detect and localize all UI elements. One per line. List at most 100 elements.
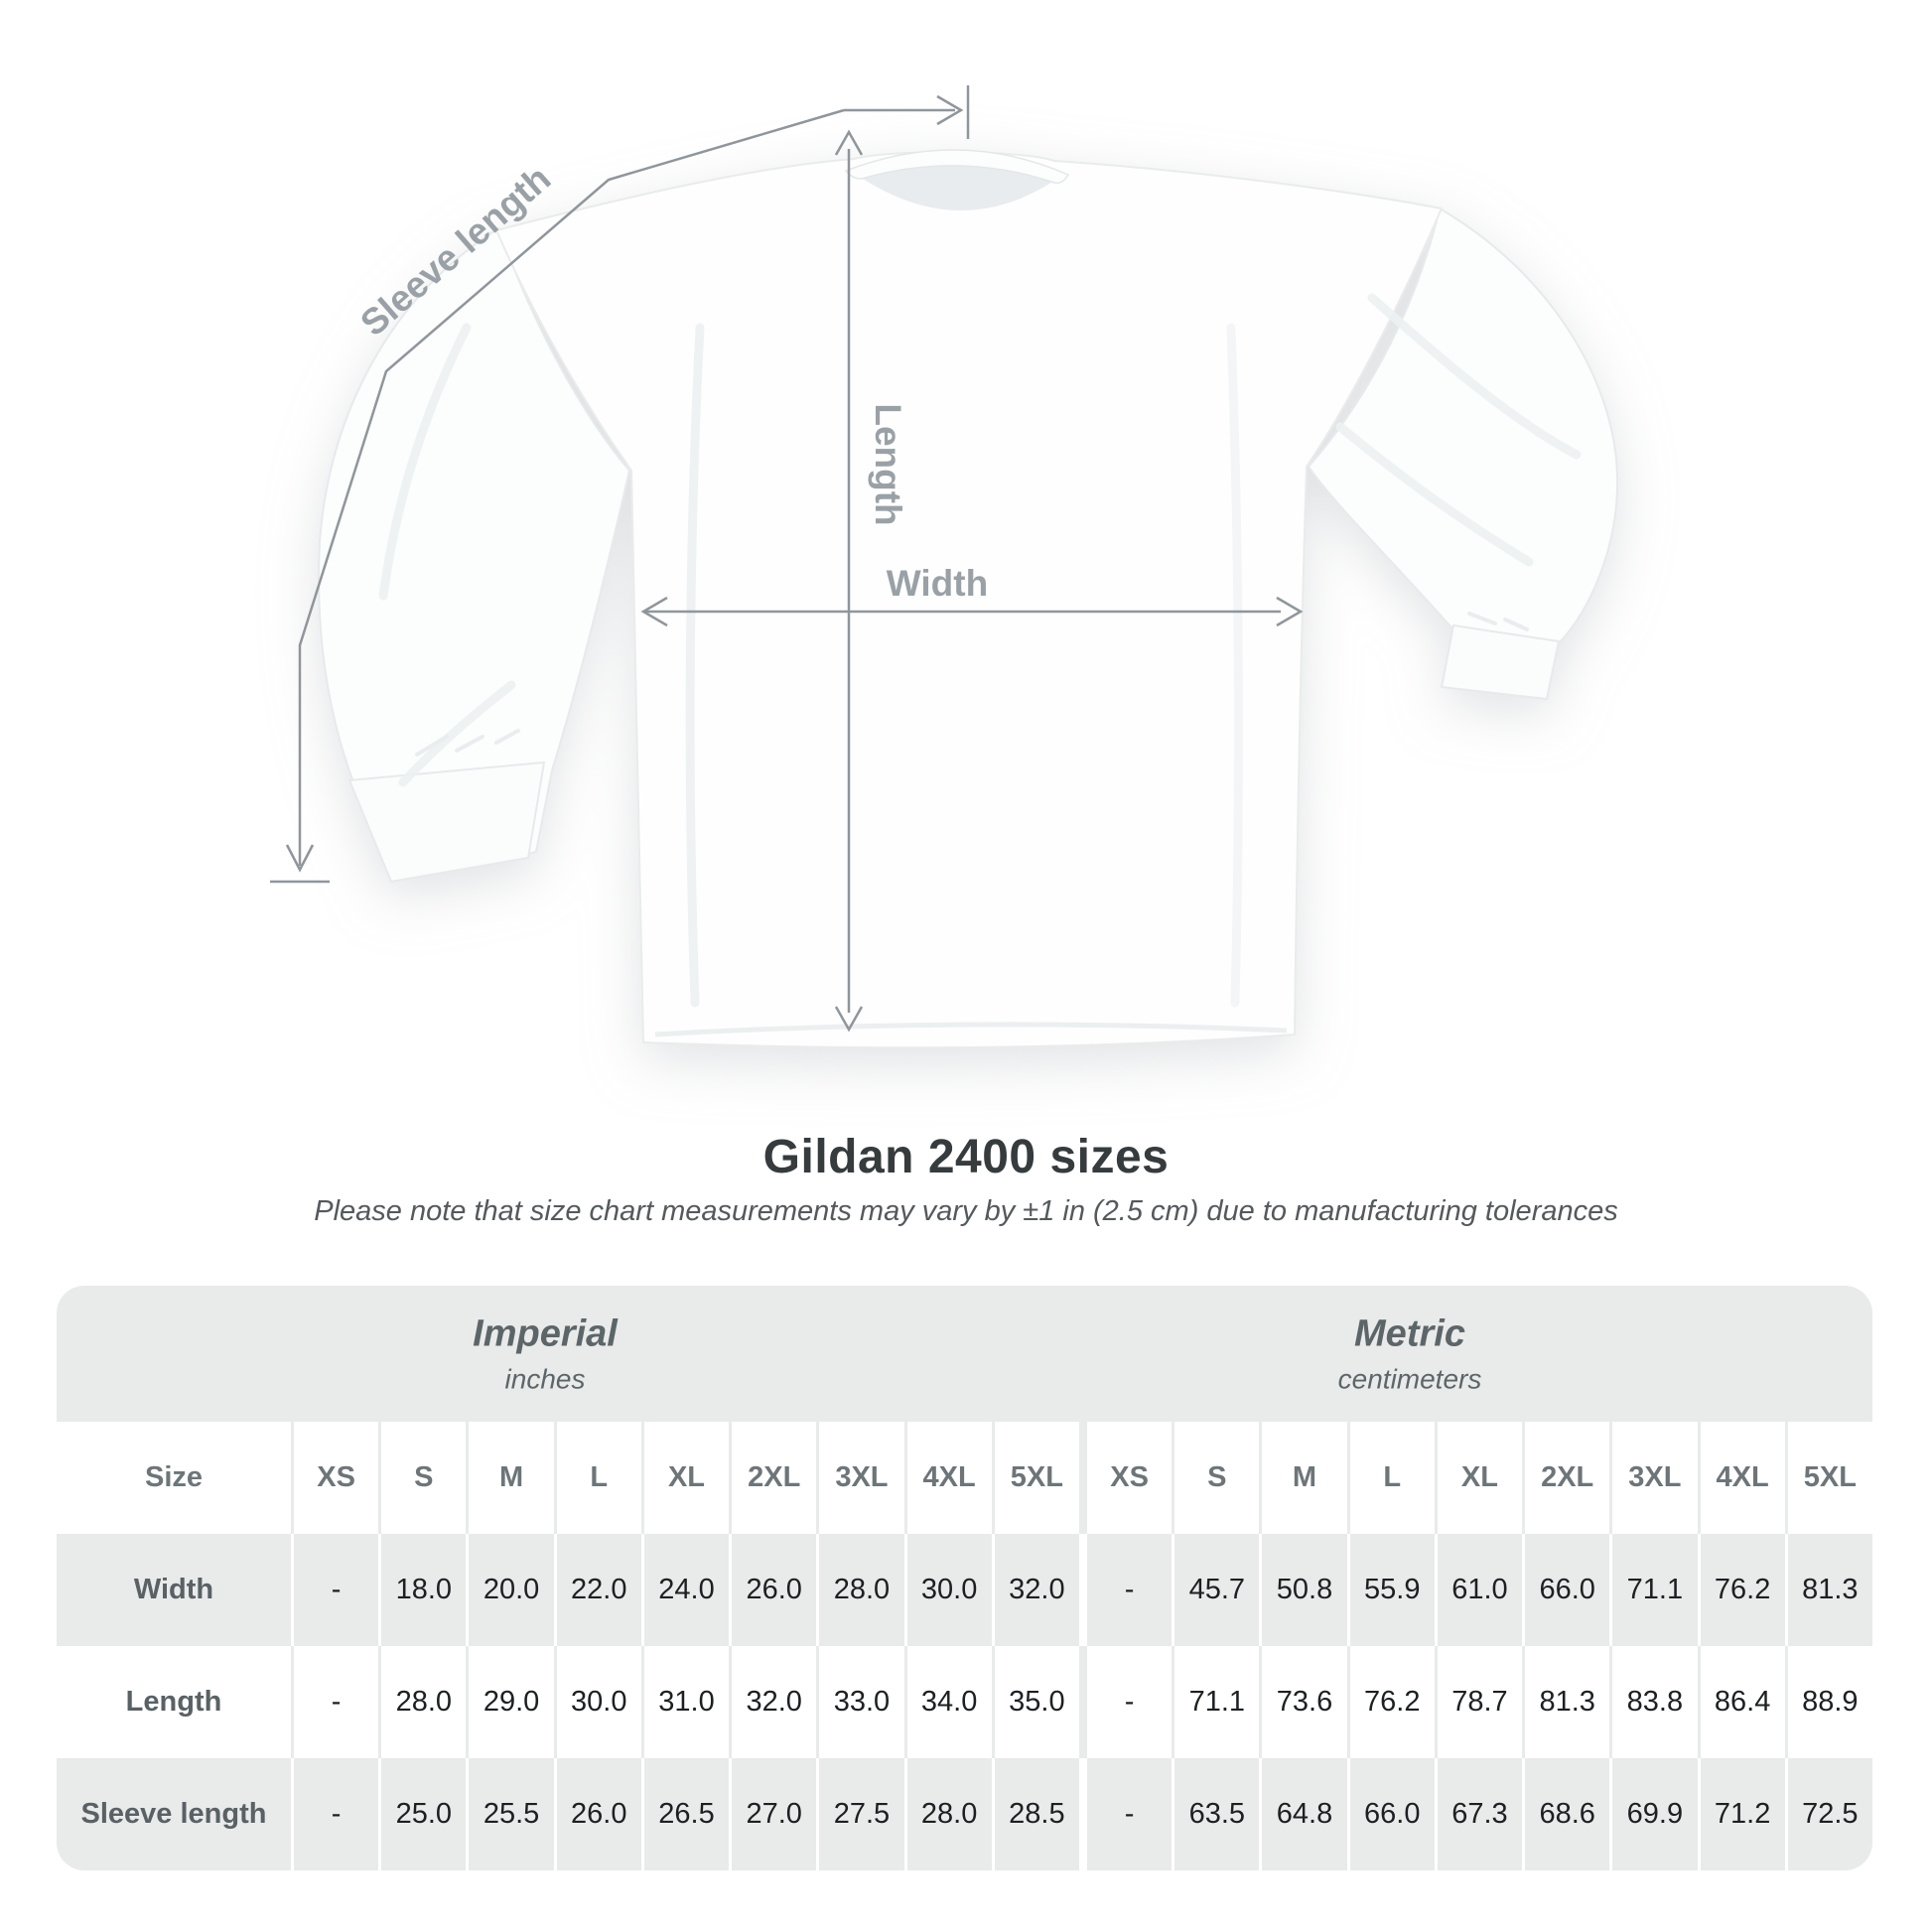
value-cell: - xyxy=(291,1534,378,1646)
column-header-imperial-2xl: 2XL xyxy=(729,1422,816,1534)
value-cell: 71.1 xyxy=(1609,1534,1697,1646)
column-header-imperial-3xl: 3XL xyxy=(816,1422,903,1534)
value-cell: - xyxy=(1078,1534,1172,1646)
metric-unit: centimeters xyxy=(1337,1363,1482,1394)
measurement-lines xyxy=(270,85,1304,1033)
value-cell: 30.0 xyxy=(903,1534,992,1646)
value-cell: 25.5 xyxy=(466,1758,553,1870)
value-cell: 76.2 xyxy=(1346,1646,1435,1758)
width-label: Width xyxy=(887,563,988,604)
value-cell: 28.0 xyxy=(903,1758,992,1870)
value-cell: 34.0 xyxy=(903,1646,992,1758)
value-cell: 73.6 xyxy=(1259,1646,1346,1758)
shirt-collar xyxy=(844,149,1070,185)
value-cell: 69.9 xyxy=(1609,1758,1697,1870)
shirt-neck-opening xyxy=(860,162,1054,211)
value-cell: 26.5 xyxy=(640,1758,729,1870)
imperial-title: Imperial xyxy=(473,1312,618,1354)
value-cell: 22.0 xyxy=(553,1534,641,1646)
value-cell: 28.0 xyxy=(378,1646,466,1758)
value-cell: - xyxy=(1078,1646,1172,1758)
value-cell: 68.6 xyxy=(1522,1758,1609,1870)
value-cell: 55.9 xyxy=(1346,1534,1435,1646)
row-label: Length xyxy=(125,1686,222,1718)
value-cell: 63.5 xyxy=(1172,1758,1259,1870)
value-cell: 25.0 xyxy=(378,1758,466,1870)
value-cell: 50.8 xyxy=(1259,1534,1346,1646)
value-cell: 29.0 xyxy=(466,1646,553,1758)
metric-title: Metric xyxy=(1354,1312,1465,1354)
column-header-imperial-s: S xyxy=(378,1422,466,1534)
column-header-imperial-xs: XS xyxy=(291,1422,378,1534)
value-cell: 27.0 xyxy=(729,1758,816,1870)
value-cell: 35.0 xyxy=(991,1646,1079,1758)
value-cell: 28.0 xyxy=(816,1534,903,1646)
column-header-metric-s: S xyxy=(1172,1422,1259,1534)
shirt-left-cuff xyxy=(347,760,546,884)
table-row-sleeve-length: Sleeve length -25.0 25.5 26.0 26.5 27.0 27.5 28… xyxy=(57,1758,1872,1870)
shirt-measurement-diagram: Sleeve length Length Width xyxy=(270,85,1619,1049)
shirt-illustration xyxy=(318,149,1619,1049)
table-row-width: Width -18.0 20.0 22.0 24.0 26.0 28.0 30.0 32.0-4… xyxy=(57,1534,1872,1646)
value-cell: 28.5 xyxy=(991,1758,1079,1870)
column-header-metric-xl: XL xyxy=(1434,1422,1522,1534)
value-cell: 24.0 xyxy=(640,1534,729,1646)
column-header-imperial-xl: XL xyxy=(640,1422,729,1534)
shirt-right-cuff xyxy=(1440,623,1561,701)
row-label: Sleeve length xyxy=(80,1798,267,1830)
value-cell: 33.0 xyxy=(816,1646,903,1758)
value-cell: 30.0 xyxy=(553,1646,641,1758)
value-cell: 45.7 xyxy=(1172,1534,1259,1646)
value-cell: 32.0 xyxy=(729,1646,816,1758)
value-cell: 26.0 xyxy=(729,1534,816,1646)
value-cell: - xyxy=(291,1758,378,1870)
value-cell: 83.8 xyxy=(1609,1646,1697,1758)
column-header-metric-l: L xyxy=(1346,1422,1435,1534)
column-header-metric-4xl: 4XL xyxy=(1697,1422,1785,1534)
value-cell: 88.9 xyxy=(1784,1646,1872,1758)
column-header-imperial-4xl: 4XL xyxy=(903,1422,992,1534)
metric-header: Metric centimeters xyxy=(1338,1312,1482,1395)
value-cell: 81.3 xyxy=(1784,1534,1872,1646)
length-line xyxy=(834,129,864,1033)
value-cell: 20.0 xyxy=(466,1534,553,1646)
value-cell: 61.0 xyxy=(1434,1534,1522,1646)
value-cell: 32.0 xyxy=(991,1534,1079,1646)
cuff-gathers xyxy=(415,612,1529,757)
imperial-header: Imperial inches xyxy=(473,1312,618,1395)
value-cell: 66.0 xyxy=(1522,1534,1609,1646)
table-header-band: Imperial inches Metric centimeters xyxy=(57,1286,1872,1422)
value-cell: 78.7 xyxy=(1434,1646,1522,1758)
value-cell: 26.0 xyxy=(553,1758,641,1870)
sleeve-length-line xyxy=(270,85,970,884)
size-column-header: Size xyxy=(144,1461,204,1493)
table-body: Width -18.0 20.0 22.0 24.0 26.0 28.0 30.0 32.0-4… xyxy=(57,1534,1872,1870)
value-cell: 71.2 xyxy=(1697,1758,1785,1870)
value-cell: 76.2 xyxy=(1697,1534,1785,1646)
column-header-metric-xs: XS xyxy=(1078,1422,1172,1534)
length-label: Length xyxy=(868,403,908,525)
value-cell: 81.3 xyxy=(1522,1646,1609,1758)
width-line xyxy=(640,596,1304,627)
page-subtitle: Please note that size chart measurements… xyxy=(314,1195,1618,1227)
column-header-imperial-5xl: 5XL xyxy=(991,1422,1079,1534)
column-header-metric-5xl: 5XL xyxy=(1784,1422,1872,1534)
table-size-header-row: Size XS S M L XL 2XL 3XL 4XL 5XL XS S M L XL 2XL 3XL 4XL… xyxy=(57,1422,1872,1534)
value-cell: 64.8 xyxy=(1259,1758,1346,1870)
column-header-imperial-m: M xyxy=(466,1422,553,1534)
column-header-metric-2xl: 2XL xyxy=(1522,1422,1609,1534)
value-cell: 67.3 xyxy=(1434,1758,1522,1870)
table-row-length: Length -28.0 29.0 30.0 31.0 32.0 33.0 34.0 35.0-… xyxy=(57,1646,1872,1758)
value-cell: 18.0 xyxy=(378,1534,466,1646)
value-cell: - xyxy=(291,1646,378,1758)
value-cell: 31.0 xyxy=(640,1646,729,1758)
value-cell: 72.5 xyxy=(1784,1758,1872,1870)
size-table: Imperial inches Metric centimeters Size … xyxy=(57,1286,1872,1870)
page-title: Gildan 2400 sizes xyxy=(762,1131,1170,1183)
value-cell: - xyxy=(1078,1758,1172,1870)
column-header-metric-m: M xyxy=(1259,1422,1346,1534)
value-cell: 86.4 xyxy=(1697,1646,1785,1758)
hem-line xyxy=(654,1022,1288,1037)
imperial-unit: inches xyxy=(504,1363,586,1394)
